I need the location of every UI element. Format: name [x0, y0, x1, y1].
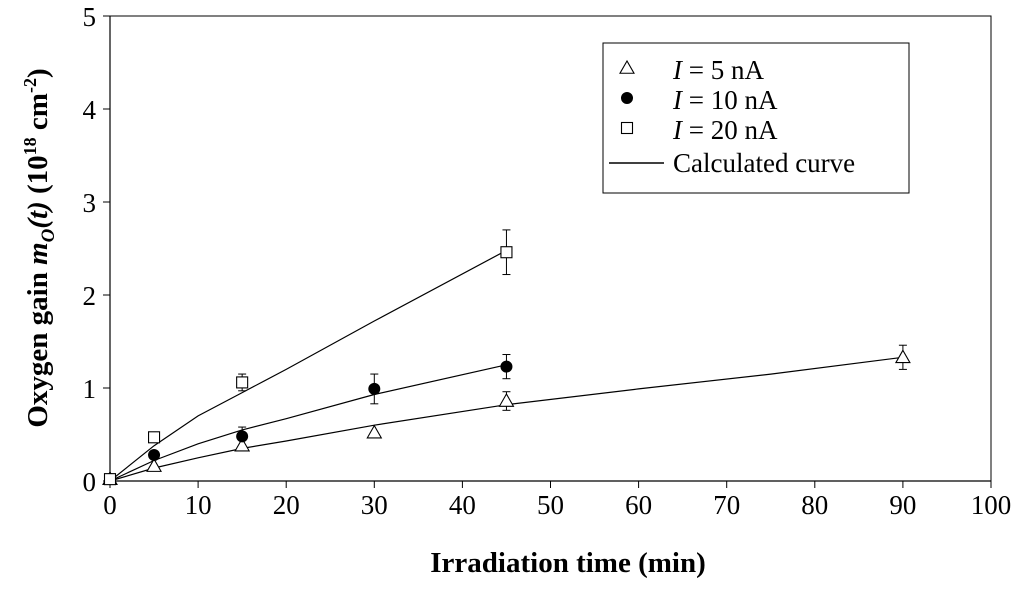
- data-point-circle: [236, 430, 249, 443]
- data-point-triangle: [894, 349, 911, 364]
- x-tick-label: 60: [625, 490, 652, 520]
- legend-label-20na: I = 20 nA: [672, 115, 778, 145]
- x-ticks: 0 10 20 30 40 50 60 70 80 90 100: [103, 481, 1011, 520]
- y-tick-label: 2: [83, 281, 97, 311]
- y-tick-label: 0: [83, 467, 97, 497]
- x-tick-label: 10: [185, 490, 212, 520]
- data-point-triangle: [146, 458, 162, 472]
- x-tick-label: 0: [103, 490, 117, 520]
- data-point-circle: [368, 382, 381, 395]
- y-tick-label: 3: [83, 188, 97, 218]
- legend: I = 5 nA I = 10 nA I = 20 nA Calculated …: [602, 42, 910, 194]
- x-tick-label: 90: [889, 490, 916, 520]
- y-axis-title: Oxygen gain mO(t) (1018 cm-2): [20, 68, 59, 427]
- data-point-circle: [148, 448, 161, 461]
- legend-markers: [619, 59, 635, 135]
- data-point-circle: [500, 360, 513, 373]
- x-tick-label: 30: [361, 490, 388, 520]
- data-point-square: [103, 473, 117, 486]
- x-tick-label: 50: [537, 490, 564, 520]
- data-markers: [102, 246, 911, 486]
- y-tick-label: 5: [83, 2, 97, 32]
- x-tick-label: 40: [449, 490, 476, 520]
- data-point-triangle: [498, 392, 515, 407]
- calculated-curve: [109, 364, 507, 482]
- x-tick-label: 100: [971, 490, 1012, 520]
- legend-label-10na: I = 10 nA: [672, 85, 778, 115]
- data-point-square: [500, 246, 513, 259]
- x-tick-label: 80: [801, 490, 828, 520]
- error-bars: [238, 229, 907, 447]
- legend-marker-triangle: [619, 59, 635, 74]
- legend-label-calculated: Calculated curve: [673, 148, 855, 178]
- x-tick-label: 20: [273, 490, 300, 520]
- calculated-curve: [109, 249, 507, 482]
- legend-marker-circle: [621, 92, 633, 104]
- x-tick-label: 70: [713, 490, 740, 520]
- data-point-square: [148, 431, 161, 444]
- calculated-curve: [109, 356, 903, 482]
- legend-label-5na: I = 5 nA: [672, 55, 764, 85]
- legend-box: [602, 42, 910, 194]
- data-point-triangle: [366, 424, 383, 439]
- data-point-square: [236, 376, 249, 389]
- y-ticks: 0 1 2 3 4 5: [83, 2, 110, 497]
- y-tick-label: 1: [83, 374, 97, 404]
- y-tick-label: 4: [83, 95, 97, 125]
- legend-marker-square: [620, 121, 634, 135]
- data-point-triangle: [234, 437, 251, 452]
- x-axis-title: Irradiation time (min): [430, 547, 705, 579]
